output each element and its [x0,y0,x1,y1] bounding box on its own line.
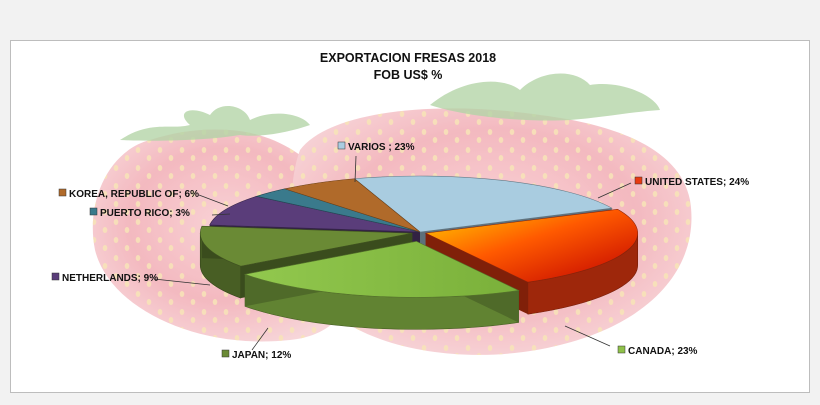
data-label-united-states: UNITED STATES; 24% [645,177,749,188]
slice-korea-republic-of [283,178,421,233]
label-marker-japan [221,349,230,358]
leader-line-canada [564,325,611,347]
label-marker-korea-republic-of [58,188,67,197]
leader-line-puerto-rico [211,213,231,216]
slice-varios [353,175,613,233]
slice-united-states [424,208,639,283]
slice-netherlands [209,195,421,233]
data-label-canada: CANADA; 23% [628,346,698,357]
label-marker-puerto-rico [89,207,98,216]
slice-canada [243,241,520,298]
leader-line-varios [354,155,357,183]
data-labels: VARIOS ; 23% UNITED STATES; 24% CANADA; 23… [51,141,749,361]
chart-subtitle: FOB US$ % [374,68,443,82]
leader-line-netherlands [153,278,211,286]
label-marker-varios [337,141,346,150]
data-label-varios: VARIOS ; 23% [348,142,415,153]
data-label-netherlands: NETHERLANDS; 9% [62,273,158,284]
leader-line-korea-republic-of [198,194,229,207]
leader-line-japan [251,327,269,351]
pie-slices [199,175,639,330]
data-label-korea-republic-of: KOREA, REPUBLIC OF; 6% [69,189,199,200]
label-marker-united-states [634,176,643,185]
data-label-puerto-rico: PUERTO RICO; 3% [100,208,190,219]
slice-japan [199,225,413,267]
leader-line-united-states [597,182,632,199]
label-marker-canada [617,345,626,354]
label-marker-netherlands [51,272,60,281]
data-label-japan: JAPAN; 12% [232,350,291,361]
chart-title: EXPORTACION FRESAS 2018 [320,51,496,65]
